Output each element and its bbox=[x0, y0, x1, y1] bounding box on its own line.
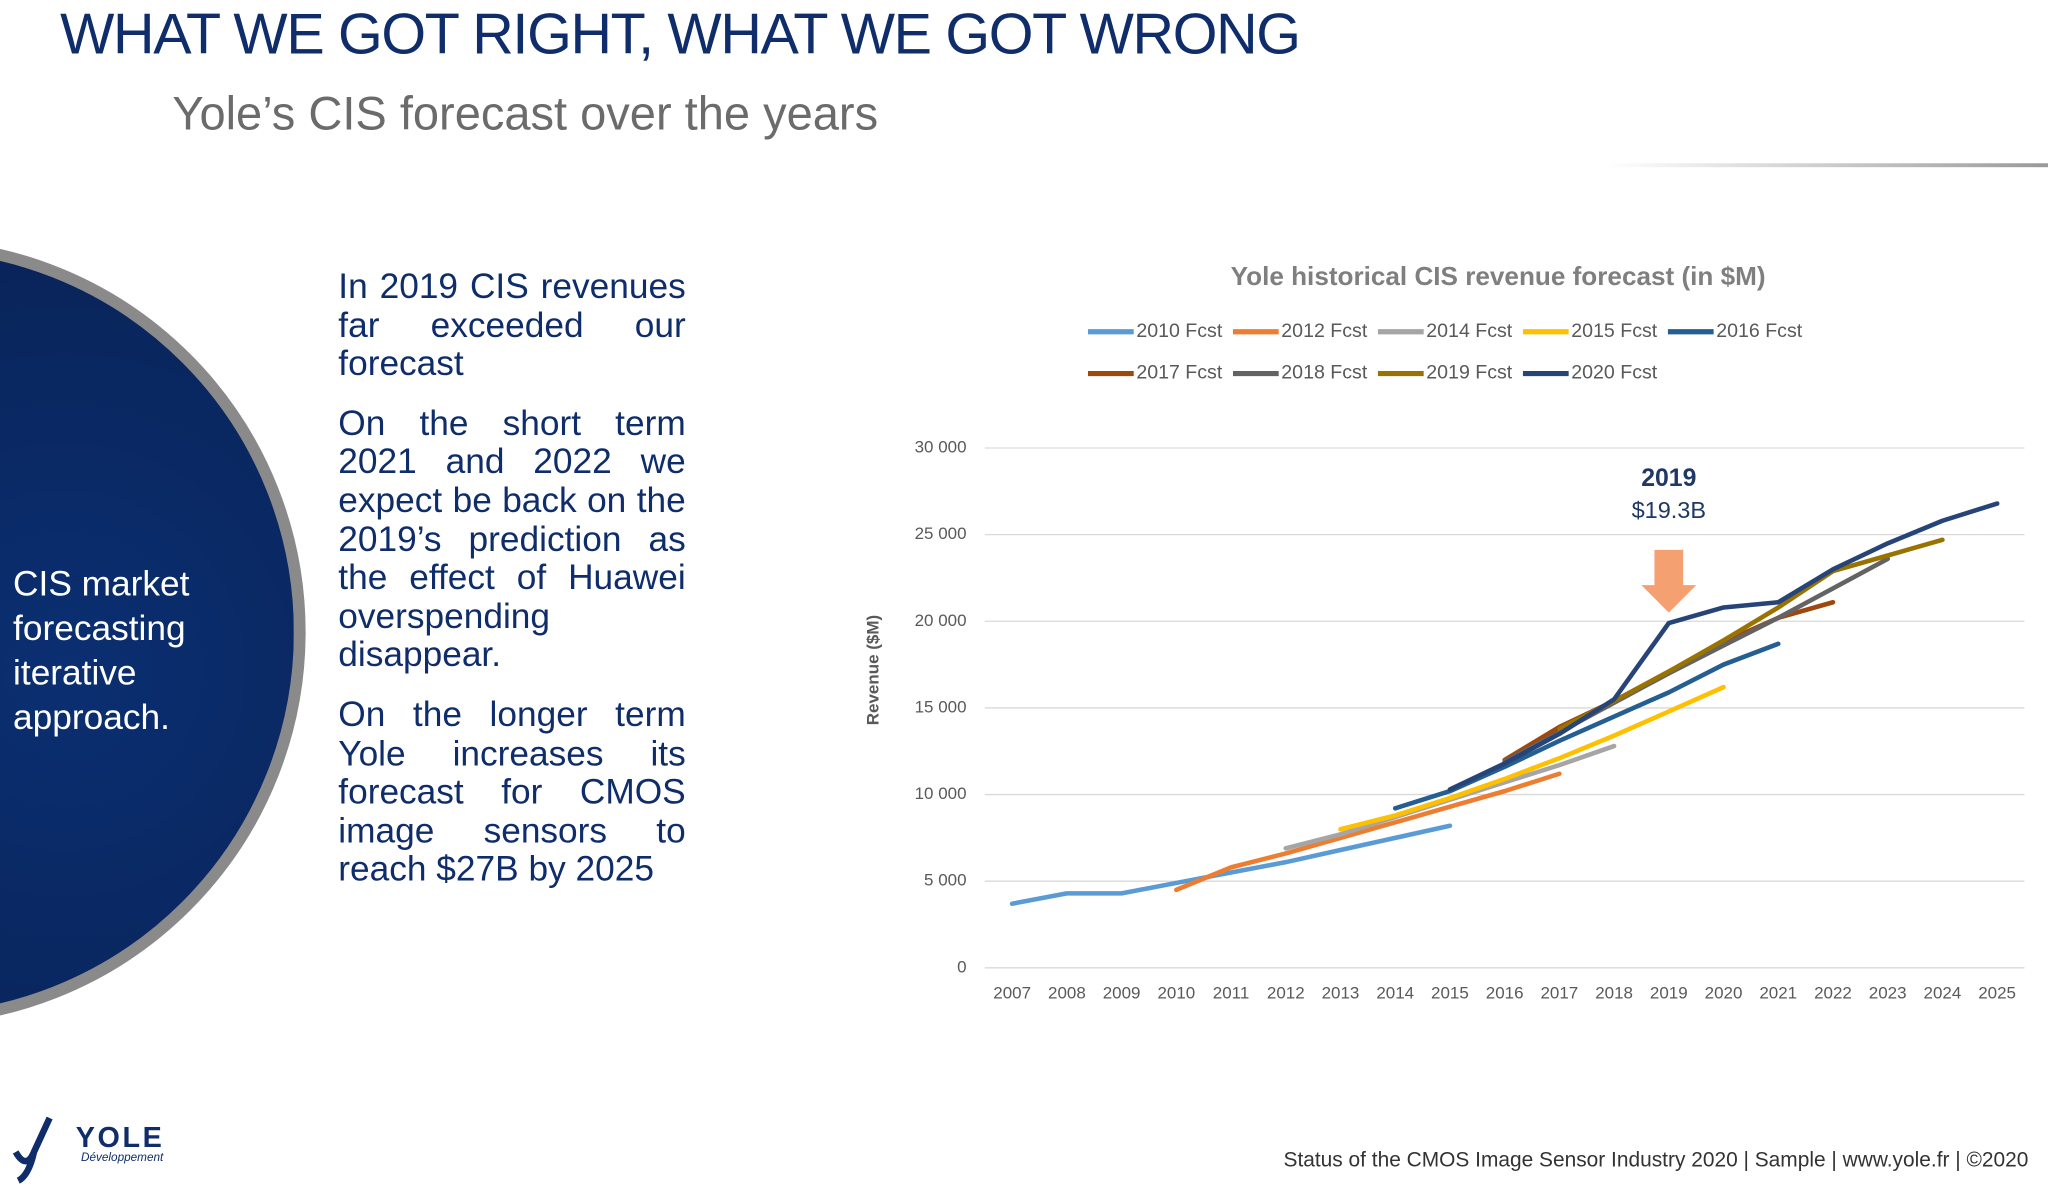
x-tick-label: 2018 bbox=[1595, 983, 1633, 1002]
x-tick-label: 2013 bbox=[1322, 983, 1360, 1002]
legend-label: 2019 Fcst bbox=[1426, 362, 1513, 384]
series-line bbox=[1009, 823, 1453, 906]
x-tick-label: 2017 bbox=[1540, 983, 1578, 1002]
chart-title: Yole historical CIS revenue forecast (in… bbox=[1231, 261, 1766, 291]
legend-label: 2018 Fcst bbox=[1281, 362, 1368, 384]
x-tick-label: 2020 bbox=[1705, 983, 1743, 1002]
y-tick-label: 30 000 bbox=[915, 437, 967, 456]
legend-label: 2015 Fcst bbox=[1571, 320, 1658, 342]
annotation-label: 2019 bbox=[1641, 465, 1696, 492]
divider bbox=[1606, 163, 2048, 168]
y-tick-label: 5 000 bbox=[924, 871, 966, 890]
x-tick-label: 2016 bbox=[1486, 983, 1524, 1002]
y-tick-label: 25 000 bbox=[915, 524, 967, 543]
y-axis-label: Revenue ($M) bbox=[863, 615, 882, 725]
x-tick-label: 2019 bbox=[1650, 983, 1688, 1002]
x-tick-label: 2007 bbox=[993, 983, 1031, 1002]
legend-label: 2010 Fcst bbox=[1136, 320, 1223, 342]
series-line bbox=[1392, 641, 1781, 811]
paragraphs: In 2019 CIS revenues far exceeded our fo… bbox=[338, 266, 686, 910]
legend-label: 2012 Fcst bbox=[1281, 320, 1368, 342]
x-tick-label: 2015 bbox=[1431, 983, 1469, 1002]
x-tick-label: 2021 bbox=[1759, 983, 1797, 1002]
x-tick-label: 2022 bbox=[1814, 983, 1852, 1002]
x-tick-label: 2011 bbox=[1213, 983, 1250, 1002]
y-tick-label: 0 bbox=[957, 957, 966, 976]
series-line bbox=[1557, 537, 1945, 731]
x-tick-label: 2012 bbox=[1267, 983, 1305, 1002]
x-tick-label: 2009 bbox=[1103, 983, 1141, 1002]
x-tick-label: 2023 bbox=[1869, 983, 1907, 1002]
legend-label: 2017 Fcst bbox=[1136, 362, 1223, 384]
y-tick-label: 10 000 bbox=[915, 784, 967, 803]
slide-title: WHAT WE GOT RIGHT, WHAT WE GOT WRONG bbox=[60, 2, 1301, 67]
y-tick-label: 20 000 bbox=[915, 611, 967, 630]
series-line bbox=[1174, 771, 1562, 893]
series-line bbox=[1338, 684, 1726, 832]
x-tick-label: 2024 bbox=[1924, 983, 1962, 1002]
y-tick-label: 15 000 bbox=[915, 697, 967, 716]
series-line bbox=[1447, 501, 2000, 792]
paragraph: In 2019 CIS revenues far exceeded our fo… bbox=[338, 266, 686, 383]
legend-label: 2020 Fcst bbox=[1571, 362, 1658, 384]
footer: Status of the CMOS Image Sensor Industry… bbox=[1283, 1149, 2029, 1172]
x-tick-label: 2025 bbox=[1978, 983, 2016, 1002]
slide-subtitle: Yole’s CIS forecast over the years bbox=[172, 86, 879, 140]
x-tick-label: 2010 bbox=[1157, 983, 1195, 1002]
logo-sub: Développement bbox=[80, 1150, 164, 1164]
x-tick-label: 2014 bbox=[1376, 983, 1414, 1002]
legend-label: 2016 Fcst bbox=[1716, 320, 1803, 342]
paragraph: On the short term 2021 and 2022 we expec… bbox=[338, 403, 686, 675]
paragraph: On the longer term Yole increases its fo… bbox=[338, 694, 686, 889]
annotation-arrow bbox=[1641, 549, 1697, 613]
x-tick-label: 2008 bbox=[1048, 983, 1086, 1002]
logo-mark bbox=[12, 1116, 53, 1184]
annotation-text: $19.3B bbox=[1632, 497, 1706, 523]
logo: YOLE bbox=[75, 1120, 165, 1154]
sidebar-label: CIS market forecasting iterative approac… bbox=[13, 564, 190, 737]
legend-label: 2014 Fcst bbox=[1426, 320, 1513, 342]
